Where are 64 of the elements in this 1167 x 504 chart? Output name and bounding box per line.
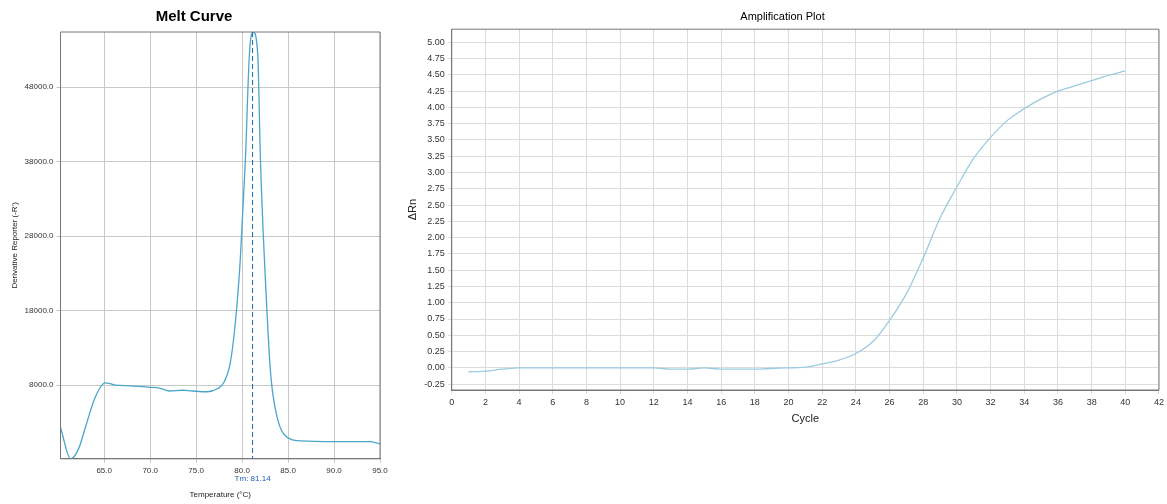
ref-line-label: Tm: 81.14 <box>234 474 272 483</box>
x-tick-label: 70.0 <box>142 465 159 475</box>
x-tick-label: 95.0 <box>372 465 389 475</box>
x-tick-label: 12 <box>648 396 659 407</box>
y-tick-label: 0.50 <box>427 329 445 340</box>
y-tick-label: 0.25 <box>427 346 445 357</box>
y-tick-label: 2.50 <box>427 199 445 210</box>
x-tick-label: 14 <box>682 396 693 407</box>
y-tick-label: 0.75 <box>427 313 445 324</box>
y-tick-label: 2.00 <box>427 232 445 243</box>
y-tick-label: 8000.0 <box>29 380 55 390</box>
x-tick-label: 22 <box>817 396 828 407</box>
y-tick-label: 2.25 <box>427 215 445 226</box>
y-tick-label: 2.75 <box>427 183 445 194</box>
y-tick-label: 1.75 <box>427 248 445 259</box>
x-tick-label: 18 <box>749 396 760 407</box>
x-tick-label: 65.0 <box>96 465 113 475</box>
x-tick-label: 4 <box>516 396 522 407</box>
y-tick-label: 4.50 <box>427 69 445 80</box>
x-tick-label: 36 <box>1052 396 1063 407</box>
x-tick-label: 90.0 <box>326 465 343 475</box>
chart-title: Amplification Plot <box>740 9 825 22</box>
x-tick-label: 10 <box>615 396 626 407</box>
x-tick-label: 24 <box>850 396 861 407</box>
x-tick-label: 28 <box>918 396 929 407</box>
y-tick-label: 1.00 <box>427 297 445 308</box>
line-series <box>467 70 1126 373</box>
y-tick-label: -0.25 <box>424 378 445 389</box>
y-tick-label: 4.25 <box>427 85 445 96</box>
y-tick-label: 5.00 <box>427 36 445 47</box>
x-tick-label: 6 <box>550 396 556 407</box>
y-tick-label: 1.50 <box>427 264 445 275</box>
y-tick-label: 3.00 <box>427 166 445 177</box>
y-tick-label: 48000.0 <box>24 82 55 92</box>
y-tick-label: 4.75 <box>427 52 445 63</box>
y-axis-title: ΔRn <box>405 198 418 221</box>
x-tick-label: 34 <box>1019 396 1030 407</box>
y-axis-title: Derivative Reporter (-R') <box>10 201 19 289</box>
x-tick-label: 32 <box>985 396 996 407</box>
y-tick-label: 3.75 <box>427 118 445 129</box>
x-tick-label: 38 <box>1086 396 1097 407</box>
x-tick-label: 16 <box>716 396 727 407</box>
x-tick-label: 2 <box>482 396 488 407</box>
y-tick-label: 3.25 <box>427 150 445 161</box>
x-tick-label: 8 <box>583 396 589 407</box>
y-tick-label: 1.25 <box>427 280 445 291</box>
x-tick-label: 26 <box>884 396 895 407</box>
x-tick-label: 85.0 <box>280 465 297 475</box>
x-tick-label: 42 <box>1153 396 1164 407</box>
x-tick-label: 30 <box>951 396 962 407</box>
y-tick-label: 3.50 <box>427 134 445 145</box>
x-tick-label: 80.0 <box>234 465 251 475</box>
x-axis-title: Cycle <box>791 412 820 425</box>
y-tick-label: 4.00 <box>427 101 445 112</box>
x-tick-label: 20 <box>783 396 794 407</box>
x-tick-label: 40 <box>1120 396 1131 407</box>
y-tick-label: 0.00 <box>427 362 445 373</box>
x-tick-label: 0 <box>449 396 455 407</box>
x-axis-title: Temperature (°C) <box>189 490 252 500</box>
chart-title: Melt Curve <box>155 7 233 25</box>
x-tick-label: 75.0 <box>188 465 205 475</box>
y-tick-label: 28000.0 <box>24 231 55 241</box>
y-tick-label: 18000.0 <box>24 305 55 315</box>
y-tick-label: 38000.0 <box>24 156 55 166</box>
